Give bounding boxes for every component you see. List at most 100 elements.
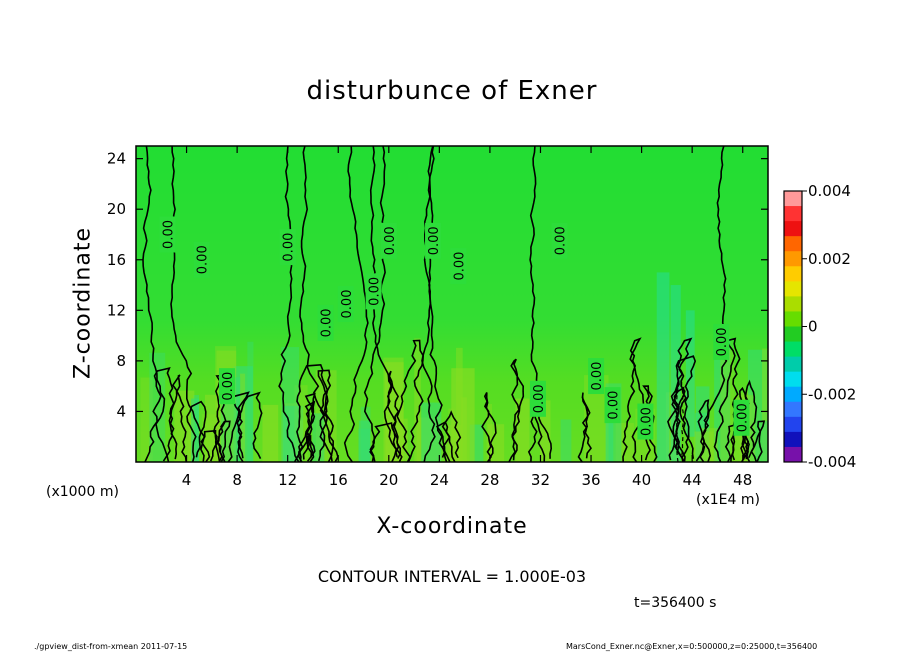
contour-label-bg [380, 222, 397, 259]
contour-line [441, 410, 462, 462]
contour-line [695, 399, 710, 462]
contour-label: 0.00 [735, 403, 750, 432]
y-tick-label: 4 [116, 402, 126, 420]
contour-line [296, 363, 329, 462]
contour-label-bg [279, 229, 296, 266]
contour-line [186, 400, 207, 462]
colorbar-swatch [784, 221, 802, 237]
y-tick-label: 16 [107, 251, 126, 269]
contour-line [278, 146, 300, 462]
colorbar-swatch [784, 371, 802, 388]
contour-line [142, 146, 170, 462]
contour-label-bg [551, 222, 568, 259]
colorbar-label: -0.004 [808, 453, 856, 471]
contour-label-bg [193, 241, 210, 278]
field-patch [605, 409, 614, 462]
contour-label: 0.00 [282, 233, 297, 262]
colorbar-swatch [784, 251, 802, 267]
contour-label: 0.00 [196, 245, 211, 274]
contour-label: 0.00 [162, 220, 177, 249]
colorbar-label: 0.004 [808, 182, 851, 200]
colorbar-swatch [784, 311, 802, 327]
time-label: t=356400 s [634, 595, 717, 611]
contour-line [396, 339, 425, 462]
contour-line [577, 392, 592, 462]
contour-interval: CONTOUR INTERVAL = 1.000E-03 [317, 567, 587, 586]
contour-line [363, 146, 386, 462]
contour-label-bg [450, 248, 467, 285]
contour-line [481, 392, 497, 462]
field-patch [191, 398, 199, 462]
field-patch-negative [670, 285, 681, 462]
field-patch [615, 422, 634, 462]
colorbar-swatch [784, 281, 802, 297]
x-tick-label: 48 [733, 471, 752, 489]
colorbar-swatch [784, 341, 802, 358]
contour-line [423, 146, 451, 462]
contour-label-bg [159, 216, 176, 253]
contour-label-bg [529, 380, 546, 417]
field-patch [487, 424, 505, 462]
colorbar-swatch [784, 431, 802, 448]
field-patch-negative [685, 310, 695, 437]
contour-label: 0.00 [532, 384, 547, 413]
contour-label: 0.00 [221, 372, 236, 401]
colorbar-swatch [784, 326, 802, 343]
field-patch [294, 385, 308, 462]
field-patch-negative [656, 272, 670, 462]
field-patch [539, 400, 551, 462]
contour-label: 0.00 [607, 391, 622, 420]
contour-label: 0.00 [553, 226, 568, 255]
x-axis-label: X-coordinate [376, 514, 528, 539]
contour-line [317, 369, 339, 462]
x-tick-label: 36 [581, 471, 600, 489]
colorbar-swatch [784, 191, 802, 207]
contour-label-bg [604, 387, 621, 424]
y-tick-label: 12 [107, 301, 126, 319]
contour-label-bg [588, 358, 605, 395]
contour-label-bg [365, 273, 382, 310]
contour-label-bg [317, 304, 334, 341]
plot-frame [135, 145, 769, 463]
colorbar-swatch [784, 206, 802, 222]
field-patch [762, 348, 768, 462]
contour-line [162, 374, 187, 462]
contour-line [701, 146, 728, 462]
x-tick-label: 8 [232, 471, 242, 489]
colorbar-swatch [784, 356, 802, 373]
field-patch [202, 414, 216, 462]
colorbar-label: 0 [808, 318, 818, 336]
contour-label: 0.00 [452, 252, 467, 281]
contour-line [216, 420, 231, 462]
colorbar-swatch [784, 296, 802, 312]
x-unit-left: (x1000 m) [46, 484, 119, 500]
contour-line [144, 366, 178, 462]
colorbar-label: 0.002 [808, 250, 851, 268]
field-patch [262, 404, 279, 462]
field-patch [281, 347, 300, 462]
contour-label: 0.00 [320, 308, 335, 337]
contour-line [672, 386, 695, 462]
footer-source: MarsCond_Exner.nc@Exner,x=0:500000,z=0:2… [566, 642, 818, 651]
x-tick-label: 4 [182, 471, 192, 489]
contour-line [369, 422, 402, 462]
footer-script: ./gpview_dist-from-xmean 2011-07-15 [34, 642, 188, 651]
x-tick-label: 44 [683, 471, 702, 489]
field-patch [701, 428, 718, 462]
contour-label: 0.00 [427, 226, 442, 255]
field-patch [233, 366, 253, 462]
x-tick-label: 12 [278, 471, 297, 489]
contour-line [435, 420, 451, 462]
y-tick-label: 24 [107, 150, 126, 168]
contour-label: 0.00 [383, 226, 398, 255]
field-patch [240, 373, 246, 462]
contour-label: 0.00 [340, 290, 355, 319]
contour-label: 0.00 [368, 277, 383, 306]
field-patch [461, 397, 467, 462]
contour-line [305, 435, 316, 462]
y-tick-label: 20 [107, 200, 126, 218]
field-patch [560, 419, 572, 462]
contour-label-bg [637, 403, 654, 440]
field-patch [515, 398, 530, 462]
